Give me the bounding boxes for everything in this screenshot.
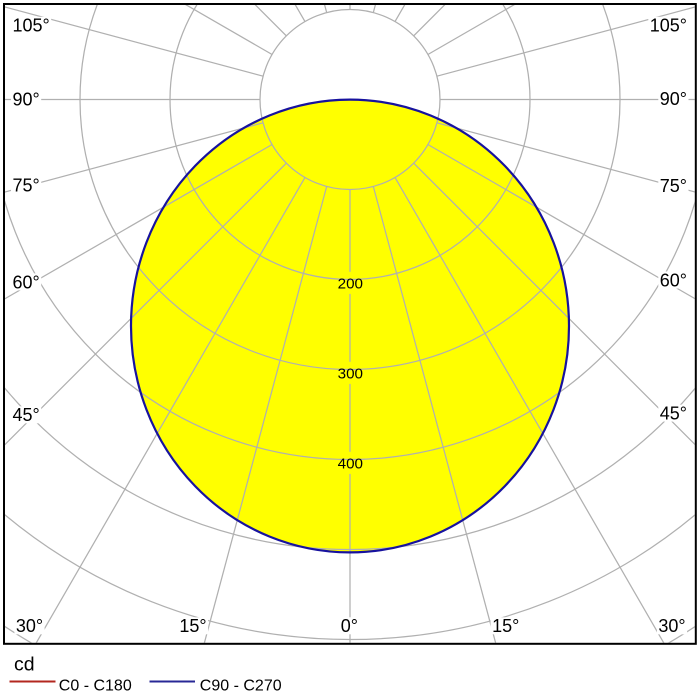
svg-text:200: 200 xyxy=(338,276,363,293)
svg-text:90°: 90° xyxy=(13,90,40,110)
svg-text:105°: 105° xyxy=(650,16,687,36)
svg-text:0°: 0° xyxy=(341,616,358,636)
svg-text:90°: 90° xyxy=(660,89,687,109)
svg-text:30°: 30° xyxy=(658,616,685,636)
svg-text:15°: 15° xyxy=(179,616,206,636)
svg-text:400: 400 xyxy=(338,456,363,473)
svg-text:75°: 75° xyxy=(13,175,40,195)
svg-text:cd: cd xyxy=(14,654,35,676)
svg-text:105°: 105° xyxy=(13,16,50,36)
svg-text:15°: 15° xyxy=(492,616,519,636)
svg-text:30°: 30° xyxy=(16,616,43,636)
svg-text:45°: 45° xyxy=(13,405,40,425)
svg-text:75°: 75° xyxy=(660,176,687,196)
svg-text:60°: 60° xyxy=(660,270,687,290)
svg-text:C90 - C270: C90 - C270 xyxy=(200,678,282,695)
svg-text:300: 300 xyxy=(338,366,363,383)
svg-text:45°: 45° xyxy=(660,404,687,424)
svg-text:C0 - C180: C0 - C180 xyxy=(59,678,132,695)
svg-text:60°: 60° xyxy=(13,272,40,292)
